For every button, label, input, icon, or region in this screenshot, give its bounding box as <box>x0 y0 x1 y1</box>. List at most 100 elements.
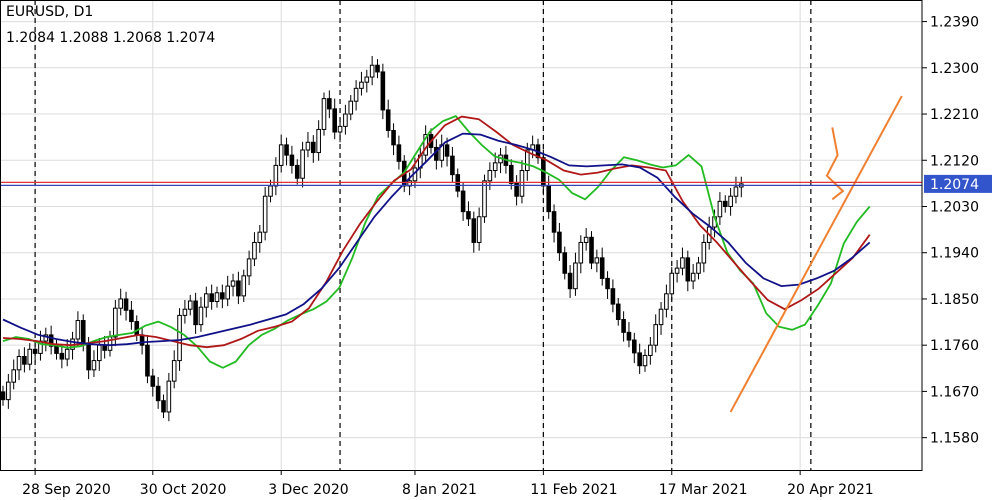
y-tick-label: 1.2390 <box>930 15 979 31</box>
x-tick-label: 8 Jan 2021 <box>402 482 477 498</box>
candle-body <box>258 232 262 242</box>
candle-body <box>697 263 701 273</box>
candle <box>729 188 733 216</box>
candle <box>723 195 727 212</box>
candle-body <box>686 258 690 281</box>
candle-body <box>215 293 219 302</box>
candle-body <box>376 65 380 72</box>
candle <box>579 235 583 273</box>
candle-body <box>81 321 85 346</box>
candle <box>392 123 396 155</box>
candle <box>295 159 299 184</box>
candle-body <box>488 171 492 181</box>
candle <box>108 331 112 357</box>
candle-body <box>172 361 176 382</box>
candle-body <box>360 82 364 88</box>
candle <box>654 314 658 352</box>
candle-body <box>397 145 401 161</box>
candle <box>33 341 37 363</box>
candle-body <box>114 308 118 337</box>
candle-body <box>338 126 342 132</box>
candle-body <box>600 258 604 279</box>
candle-body <box>392 130 396 144</box>
candle-body <box>595 258 599 263</box>
candle-body <box>312 142 316 152</box>
x-tick-label: 3 Dec 2020 <box>268 482 349 498</box>
candle-body <box>702 242 706 263</box>
candle-body <box>306 142 310 150</box>
candle <box>627 322 631 347</box>
candle-body <box>477 217 481 243</box>
candle <box>451 147 455 183</box>
candle-body <box>188 301 192 309</box>
candle <box>697 257 701 280</box>
candle-body <box>584 237 588 242</box>
candle <box>279 135 283 173</box>
candle-body <box>226 286 230 299</box>
candle-body <box>295 165 299 178</box>
candle-body <box>349 101 353 114</box>
candle <box>183 300 187 324</box>
period-separators <box>35 0 811 470</box>
symbol-label: EURUSD, D1 <box>6 4 93 20</box>
candle-body <box>242 276 246 296</box>
candle <box>616 298 620 326</box>
candle <box>55 340 59 360</box>
candle <box>365 70 369 93</box>
candle <box>98 338 102 371</box>
candle <box>702 234 706 272</box>
candle-body <box>151 376 155 386</box>
candle-body <box>649 345 653 355</box>
x-tick-label: 11 Feb 2021 <box>530 482 617 498</box>
candle <box>440 135 444 168</box>
candle-body <box>365 77 369 82</box>
candle-body <box>60 353 64 359</box>
time-axis[interactable]: 28 Sep 2020 30 Oct 2020 3 Dec 2020 8 Jan 20… <box>22 470 874 498</box>
candle <box>140 327 144 355</box>
candle <box>665 285 669 318</box>
candle <box>205 287 209 318</box>
candle <box>349 95 353 120</box>
candle <box>590 231 594 269</box>
candle <box>28 343 32 370</box>
candle-body <box>547 186 551 212</box>
candle <box>130 301 134 330</box>
price-axis[interactable]: 1.2390 1.2300 1.2210 1.2120 1.2030 1.1940 1.18… <box>922 15 992 447</box>
y-tick-label: 1.1940 <box>930 246 979 262</box>
candle-body <box>12 370 16 382</box>
candle-body <box>103 345 107 350</box>
candle-body <box>33 349 37 353</box>
candle <box>135 315 139 341</box>
candle-body <box>76 321 80 339</box>
candle-body <box>140 335 144 345</box>
candle <box>285 138 289 166</box>
candle <box>151 369 155 397</box>
candle <box>600 248 604 286</box>
chart-frame <box>1 1 923 471</box>
candle <box>333 99 337 140</box>
candle-body <box>734 187 738 196</box>
candle <box>638 344 642 374</box>
candle <box>670 267 674 300</box>
candle <box>162 394 166 418</box>
candle-body <box>87 345 91 370</box>
candle <box>156 377 160 409</box>
candle-body <box>279 145 283 166</box>
candle-body <box>451 156 455 174</box>
candle <box>253 232 257 266</box>
trendlines <box>731 96 902 412</box>
candle-body <box>162 401 166 412</box>
candle-body <box>718 201 722 216</box>
candle-body <box>472 219 476 243</box>
candle <box>386 100 390 138</box>
candle-body <box>253 242 257 258</box>
candle-body <box>269 186 273 196</box>
candle-body <box>552 212 556 233</box>
candle <box>397 136 401 170</box>
candle <box>317 120 321 161</box>
plot-border <box>1 1 923 471</box>
ohlc-values: 1.2084 1.2088 1.2068 1.2074 <box>6 30 215 46</box>
candle-body <box>611 289 615 304</box>
candle-body <box>263 196 267 232</box>
